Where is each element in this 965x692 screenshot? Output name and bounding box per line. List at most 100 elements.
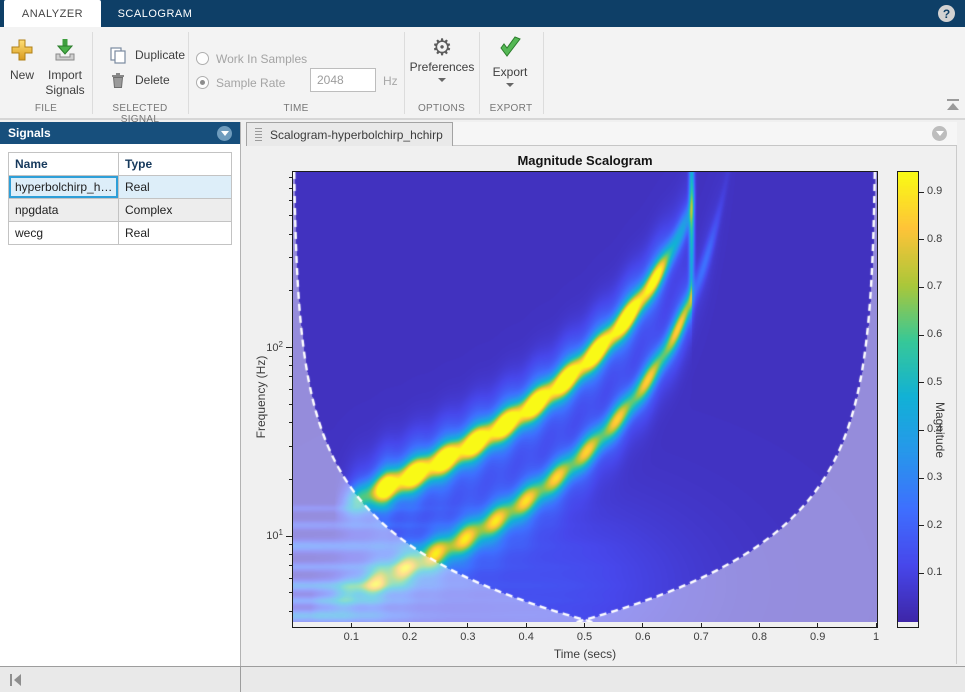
signals-panel: Signals Name Type hyperbolchirp_h… Real np… [0,122,241,666]
x-tick-label: 0.9 [810,631,826,643]
y-minor-tick-mark [289,365,292,367]
check-icon [500,36,521,57]
colorbar-tick-label: 0.2 [927,518,943,531]
y-minor-tick-mark [289,187,292,189]
x-tick-label: 0.2 [401,631,418,643]
collapse-triangle-icon [947,103,959,110]
colorbar-tick-mark [919,334,924,336]
chart-title: Magnitude Scalogram [517,153,653,168]
panel-menu-button[interactable] [217,125,232,141]
x-tick-mark [875,623,877,628]
y-minor-tick-mark [289,553,292,555]
sample-rate-input[interactable] [310,68,376,92]
colorbar-tick-mark [919,382,924,384]
file-section-label: FILE [34,103,58,114]
table-row[interactable]: hyperbolchirp_h… Real [8,175,232,199]
signal-name-cell[interactable]: npgdata [8,198,119,222]
x-tick-mark [525,623,527,628]
x-axis-label: Time (secs) [553,647,617,661]
x-tick-mark [642,623,644,628]
x-tick-mark [409,623,411,628]
chevron-down-icon [438,78,446,82]
work-in-samples-radio[interactable]: Work In Samples [196,50,307,68]
help-icon[interactable]: ? [938,5,955,22]
duplicate-button[interactable]: Duplicate [110,47,185,64]
toolbar: New Import Signals FILE Duplicate [0,27,965,125]
scalogram-figure: Magnitude Scalogram 0.1 0.2 0.3 0.4 0.5 0.6 0.… [246,146,957,664]
colorbar-tick-label: 0.8 [927,232,943,245]
import-icon [55,39,75,61]
signal-type-cell[interactable]: Real [118,175,232,199]
signal-name-cell[interactable]: hyperbolchirp_h… [8,175,119,199]
figure-menu-button[interactable] [932,126,947,141]
plot-box [292,171,878,628]
chevron-down-icon [220,130,229,136]
y-minor-tick-mark [289,478,292,480]
y-minor-tick-mark [289,200,292,202]
radio-selected-icon [196,76,209,89]
separator [92,32,93,114]
column-header-name[interactable]: Name [8,152,119,176]
colorbar-tick-label: 0.5 [927,375,943,388]
document-tab-label: Scalogram-hyperbolchirp_hchirp [270,127,443,142]
collapse-toolbar-button[interactable] [946,99,960,110]
delete-button[interactable]: Delete [110,72,170,89]
separator [188,32,189,114]
y-tick-label: 102 [266,339,283,354]
document-tabbar: Scalogram-hyperbolchirp_hchirp [246,122,957,146]
import-signals-button[interactable]: Import Signals [40,37,90,98]
status-bar [0,666,965,692]
column-header-type[interactable]: Type [118,152,232,176]
hz-unit-label: Hz [383,74,398,88]
trash-icon [112,73,124,88]
y-minor-tick-mark [289,403,292,405]
y-axis-label: Frequency (Hz) [254,355,268,439]
colorbar-tick-label: 0.1 [927,566,943,579]
y-minor-tick-mark [289,445,292,447]
colorbar-tick-label: 0.9 [927,185,943,198]
radio-icon [196,52,209,65]
time-section-label: TIME [283,103,309,114]
table-row[interactable]: wecg Real [8,221,232,245]
y-tick-label: 101 [266,528,283,543]
colorbar-tick-mark [919,572,924,574]
colorbar-tick-mark [919,286,924,288]
y-minor-tick-mark [289,355,292,357]
x-tick-label: 0.5 [576,631,593,643]
collapse-panel-button[interactable] [8,672,24,688]
colorbar-tick-mark [919,239,924,241]
preferences-button[interactable]: ⚙ Preferences [405,34,479,82]
signal-type-cell[interactable]: Real [118,221,232,245]
sample-rate-radio[interactable]: Sample Rate [196,74,285,92]
export-button[interactable]: Export [481,34,539,87]
export-section-label: EXPORT [489,103,533,114]
signal-type-cell[interactable]: Complex [118,198,232,222]
colorbar-tick-label: 0.3 [927,471,943,483]
ribbon-tabbar: ANALYZER SCALOGRAM ? [0,0,965,27]
y-minor-tick-mark [289,176,292,178]
colorbar-box [897,171,919,628]
y-minor-tick-mark [289,592,292,594]
tab-scalogram[interactable]: SCALOGRAM [117,7,193,20]
x-tick-label: 1 [872,631,880,643]
tab-analyzer[interactable]: ANALYZER [4,0,101,27]
collapse-bar [947,99,959,101]
document-tab-scalogram[interactable]: Scalogram-hyperbolchirp_hchirp [246,122,453,146]
chevron-down-icon [506,83,514,87]
colorbar-tick-mark [919,191,924,193]
new-button[interactable]: New [6,37,38,83]
y-minor-tick-mark [289,215,292,217]
y-minor-tick-mark [289,610,292,612]
colorbar-tick-label: 0.7 [927,280,943,293]
x-tick-mark [350,623,352,628]
x-tick-mark [584,623,585,628]
signal-name-cell[interactable]: wecg [8,221,119,245]
colorbar-tick-mark [919,525,924,527]
y-tick-mark [286,347,292,349]
x-tick-label: 0.1 [343,631,359,643]
separator [479,32,480,114]
table-row[interactable]: npgdata Complex [8,198,232,222]
separator [543,32,544,114]
y-minor-tick-mark [289,257,292,259]
